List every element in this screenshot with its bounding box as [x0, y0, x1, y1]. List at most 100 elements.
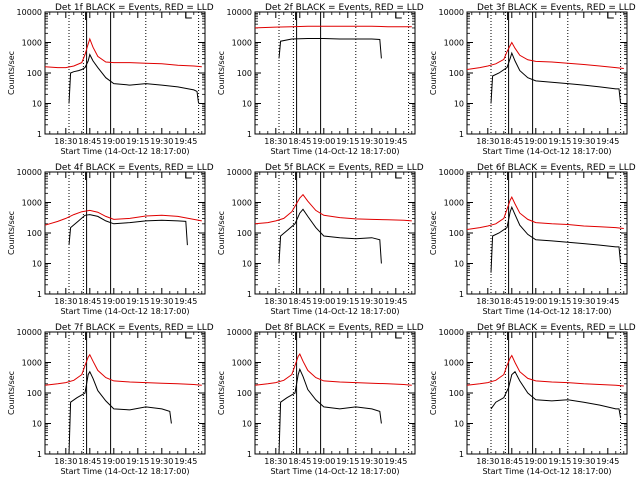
series-events-line	[278, 208, 382, 264]
panel-title: Det 5f BLACK = Events, RED = LLD	[265, 163, 424, 173]
y-tick-label: 1	[247, 450, 252, 459]
y-tick-label: 1000	[444, 39, 464, 48]
x-tick-label: 19:15	[336, 137, 359, 146]
series-events-line	[490, 205, 622, 273]
panel-title: Det 4f BLACK = Events, RED = LLD	[55, 163, 214, 173]
y-tick-label: 100	[449, 69, 464, 78]
y-tick-label: 1	[459, 130, 464, 139]
x-tick-label: 18:30	[476, 457, 499, 466]
y-tick-label: 100	[237, 69, 252, 78]
y-axis-label: Counts/sec	[217, 211, 226, 255]
x-tick-label: 18:30	[264, 457, 287, 466]
x-tick-label: 18:45	[288, 137, 311, 146]
y-tick-label: 10000	[439, 168, 464, 177]
y-tick-label: 10	[32, 420, 42, 429]
top-corner-glyph	[607, 172, 614, 179]
y-tick-label: 100	[27, 389, 42, 398]
y-tick-label: 10000	[439, 328, 464, 337]
series-lld-line	[254, 193, 412, 225]
x-tick-label: 19:30	[360, 137, 383, 146]
series-events-line	[278, 367, 382, 455]
x-tick-label: 19:45	[384, 137, 407, 146]
y-tick-label: 10	[454, 100, 464, 109]
x-axis-label: Start Time (14-Oct-12 18:17:00)	[270, 467, 399, 476]
series-lld-line	[466, 195, 624, 230]
panel-title: Det 1f BLACK = Events, RED = LLD	[55, 3, 214, 13]
x-tick-label: 19:00	[102, 297, 125, 306]
panel-det-5f: Det 5f BLACK = Events, RED = LLD 1 10 100 10…	[217, 163, 424, 316]
series-events-line	[490, 51, 622, 104]
x-tick-label: 19:30	[150, 297, 173, 306]
x-tick-label: 18:45	[78, 297, 101, 306]
y-axis-label: Counts/sec	[429, 371, 438, 415]
panel-title: Det 2f BLACK = Events, RED = LLD	[265, 3, 424, 13]
x-tick-label: 19:45	[174, 297, 197, 306]
top-corner-glyph	[395, 332, 402, 339]
x-axis-label: Start Time (14-Oct-12 18:17:00)	[60, 147, 189, 156]
x-tick-label: 19:00	[312, 457, 335, 466]
x-tick-label: 19:00	[312, 297, 335, 306]
top-corner-glyph	[607, 12, 614, 19]
x-tick-label: 18:30	[264, 297, 287, 306]
x-axis-label: Start Time (14-Oct-12 18:17:00)	[60, 307, 189, 316]
y-tick-label: 10	[242, 260, 252, 269]
y-tick-label: 100	[27, 229, 42, 238]
panel-title: Det 8f BLACK = Events, RED = LLD	[265, 323, 424, 333]
y-axis-label: Counts/sec	[7, 371, 16, 415]
x-tick-label: 19:45	[174, 457, 197, 466]
series-lld-line	[466, 354, 624, 387]
x-tick-label: 19:00	[524, 457, 547, 466]
y-tick-label: 100	[449, 229, 464, 238]
y-tick-label: 1	[459, 450, 464, 459]
y-tick-label: 1000	[22, 359, 42, 368]
y-tick-label: 10000	[227, 8, 252, 17]
x-tick-label: 19:15	[126, 457, 149, 466]
x-tick-label: 18:30	[54, 457, 77, 466]
x-tick-label: 19:30	[360, 457, 383, 466]
y-tick-label: 1000	[444, 199, 464, 208]
y-tick-label: 10000	[227, 328, 252, 337]
x-tick-label: 19:00	[524, 137, 547, 146]
y-tick-label: 10	[242, 100, 252, 109]
y-tick-label: 1000	[232, 199, 252, 208]
x-tick-label: 19:30	[572, 297, 595, 306]
x-axis-label: Start Time (14-Oct-12 18:17:00)	[482, 307, 611, 316]
y-tick-label: 1	[459, 290, 464, 299]
y-tick-label: 10000	[227, 168, 252, 177]
series-lld-line	[44, 353, 202, 386]
y-axis-label: Counts/sec	[217, 371, 226, 415]
x-tick-label: 19:15	[336, 457, 359, 466]
y-tick-label: 10	[454, 260, 464, 269]
y-tick-label: 1000	[444, 359, 464, 368]
y-tick-label: 10000	[17, 328, 42, 337]
x-tick-label: 19:15	[548, 457, 571, 466]
x-tick-label: 18:30	[54, 297, 77, 306]
panel-title: Det 7f BLACK = Events, RED = LLD	[55, 323, 214, 333]
x-tick-label: 19:00	[102, 137, 125, 146]
panel-det-2f: Det 2f BLACK = Events, RED = LLD 1 10 100 10…	[217, 3, 424, 156]
top-corner-glyph	[395, 172, 402, 179]
y-tick-label: 1	[37, 450, 42, 459]
x-axis-label: Start Time (14-Oct-12 18:17:00)	[60, 467, 189, 476]
x-tick-label: 19:15	[336, 297, 359, 306]
x-tick-label: 18:45	[500, 137, 523, 146]
x-tick-label: 19:15	[126, 297, 149, 306]
panel-det-3f: Det 3f BLACK = Events, RED = LLD 1 10 100 10…	[429, 3, 636, 156]
y-tick-label: 10	[242, 420, 252, 429]
panel-det-4f: Det 4f BLACK = Events, RED = LLD 1 10 100 10…	[7, 163, 214, 316]
x-tick-label: 19:15	[548, 137, 571, 146]
x-tick-label: 19:00	[312, 137, 335, 146]
y-axis-label: Counts/sec	[7, 51, 16, 95]
y-tick-label: 100	[27, 69, 42, 78]
panel-title: Det 9f BLACK = Events, RED = LLD	[477, 323, 636, 333]
y-tick-label: 100	[449, 389, 464, 398]
x-tick-label: 18:30	[476, 297, 499, 306]
x-tick-label: 19:30	[150, 137, 173, 146]
y-axis-label: Counts/sec	[429, 51, 438, 95]
x-tick-label: 19:30	[572, 137, 595, 146]
x-axis-label: Start Time (14-Oct-12 18:17:00)	[270, 147, 399, 156]
x-tick-label: 19:45	[384, 457, 407, 466]
y-tick-label: 1000	[232, 39, 252, 48]
y-tick-label: 1	[247, 290, 252, 299]
